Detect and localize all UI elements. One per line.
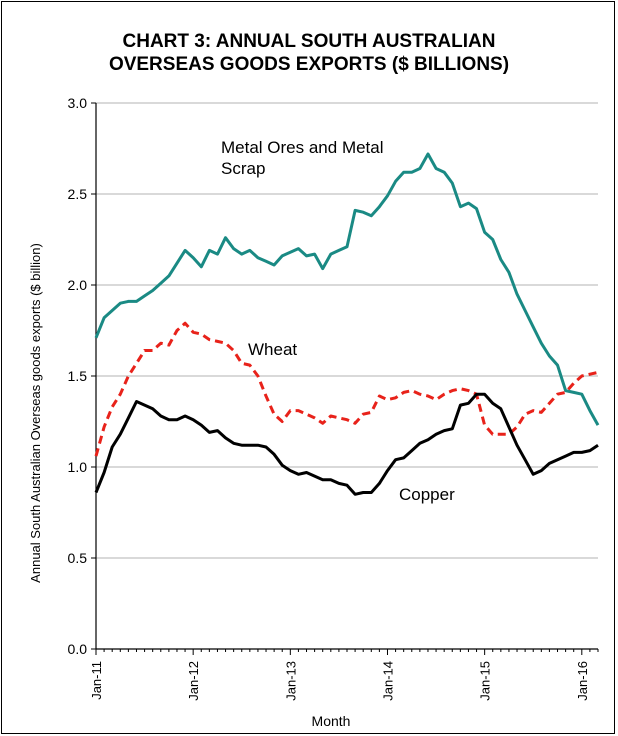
series-line-wheat <box>94 321 599 457</box>
series-label: Wheat <box>248 340 297 359</box>
chart-title-line-2: OVERSEAS GOODS EXPORTS ($ BILLIONS) <box>108 54 510 75</box>
x-tick-label: Jan-14 <box>380 661 395 701</box>
chart-title-line-1: CHART 3: ANNUAL SOUTH AUSTRALIAN <box>122 31 496 52</box>
gridlines <box>96 102 598 559</box>
y-tick-label: 2.0 <box>68 277 88 293</box>
y-tick-label: 2.5 <box>68 186 88 202</box>
axes: 0.0 0.5 1.0 1.5 2.0 2.5 3.0 Jan-11 Jan-12 Jan-13 J… <box>68 95 599 701</box>
x-tick-label: Jan-12 <box>186 661 201 701</box>
series-label: Copper <box>399 485 455 504</box>
x-axis-label: Month <box>312 713 351 729</box>
y-tick-label: 0.0 <box>68 641 88 657</box>
x-tick-label: Jan-16 <box>575 661 590 701</box>
series-line-copper <box>94 392 599 496</box>
y-tick-label: 0.5 <box>68 550 88 566</box>
y-tick-label: 1.5 <box>68 368 88 384</box>
y-tick-label: 3.0 <box>68 95 88 111</box>
x-tick-label: Jan-11 <box>89 661 104 700</box>
series-label: Metal Ores and Metal Scrap <box>221 138 384 178</box>
series-labels: Metal Ores and Metal Scrap Wheat Copper <box>221 138 455 504</box>
chart-title: CHART 3: ANNUAL SOUTH AUSTRALIAN OVERSEA… <box>0 30 618 76</box>
x-tick-label: Jan-15 <box>478 661 493 701</box>
series-line-metal-ores-and-metal-scrap <box>94 152 600 426</box>
series-lines <box>94 152 600 496</box>
x-tick-label: Jan-13 <box>283 661 298 701</box>
y-tick-label: 1.0 <box>68 459 88 475</box>
y-axis-label: Annual South Australian Overseas goods e… <box>28 243 43 583</box>
